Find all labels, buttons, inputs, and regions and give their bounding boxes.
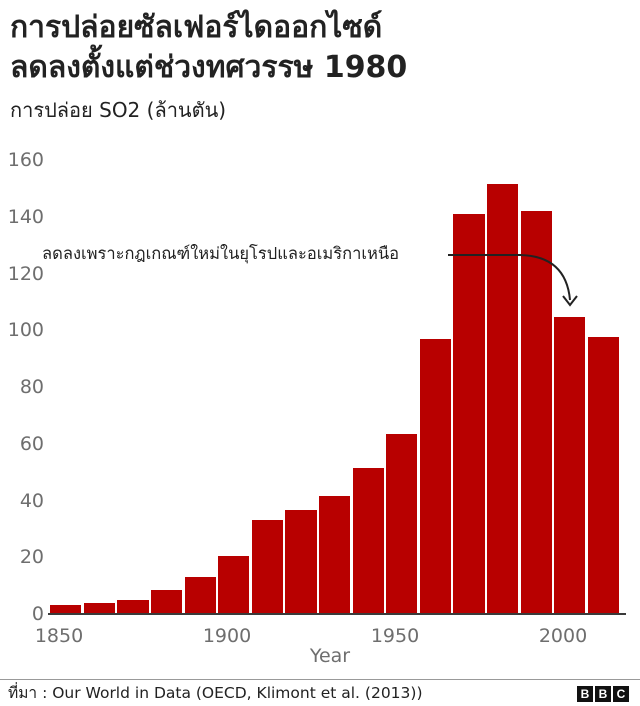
chart-title: การปล่อยซัลเฟอร์ไดออกไซด์ ลดลงตั้งแต่ช่ว… [10, 8, 407, 88]
bar-1890 [184, 577, 216, 614]
chart-title-line-1: การปล่อยซัลเฟอร์ไดออกไซด์ [10, 10, 383, 45]
y-tick-label: 80 [19, 376, 44, 398]
bar-2010 [587, 337, 619, 614]
y-tick-label: 140 [7, 205, 44, 228]
bar-1880 [151, 589, 183, 614]
bbc-logo: B B C [577, 686, 629, 702]
bar-1900 [218, 555, 250, 614]
bar-1910 [251, 520, 283, 614]
source-text: ที่มา : Our World in Data (OECD, Klimont… [8, 684, 423, 702]
bar-1990 [520, 211, 552, 614]
bbc-logo-letter: B [577, 686, 593, 702]
y-tick-label: 60 [19, 432, 44, 455]
x-tick-label: 2000 [538, 625, 588, 647]
bbc-logo-letter: B [595, 686, 611, 702]
bbc-logo-letter: C [613, 686, 629, 702]
bar-1930 [319, 496, 351, 614]
y-tick-label: 100 [7, 319, 44, 342]
bar-2000 [554, 317, 586, 614]
bar-1920 [285, 510, 317, 614]
y-tick-label: 20 [19, 546, 44, 569]
bar-1850 [50, 605, 82, 614]
bar-1860 [83, 602, 115, 614]
chart-subtitle: การปล่อย SO2 (ล้านตัน) [10, 98, 227, 122]
y-tick-label: 160 [7, 149, 44, 171]
annotation-arrow-icon [448, 254, 578, 307]
bar-chart: 0 20 40 60 80 100 120 140 160 1850 1900 1950 2000 Y… [7, 149, 626, 667]
y-tick-label: 120 [7, 262, 44, 285]
chart-title-line-2: ลดลงตั้งแต่ช่วงทศวรรษ 1980 [10, 50, 408, 85]
y-tick-label: 0 [31, 603, 44, 625]
bar-1940 [352, 467, 384, 614]
x-axis-baseline [48, 613, 626, 615]
x-axis-label: Year [309, 645, 351, 667]
bar-1870 [117, 599, 149, 614]
x-tick-label: 1850 [34, 625, 84, 647]
bar-1960 [419, 338, 451, 614]
x-tick-label: 1950 [370, 625, 420, 647]
y-tick-label: 40 [19, 489, 44, 512]
x-tick-label: 1900 [202, 625, 252, 647]
annotation-label: ลดลงเพราะกฎเกณฑ์ใหม่ในยุโรปและอเมริกาเหน… [42, 244, 402, 264]
bar-1970 [453, 213, 485, 614]
footer-divider [0, 679, 640, 680]
bar-1950 [386, 433, 418, 614]
